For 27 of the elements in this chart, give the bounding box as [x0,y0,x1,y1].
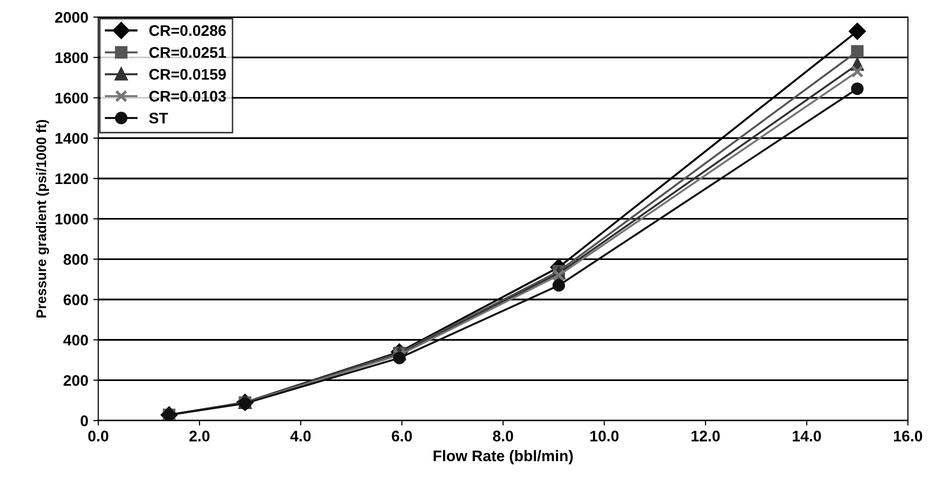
x-tick-label: 6.0 [392,430,412,442]
y-tick-label: 1800 [56,52,88,64]
legend-label: CR=0.0103 [149,90,226,102]
x-tick-label: 8.0 [492,430,514,442]
y-axis-title: Pressure gradient (psi/1000 ft) [36,120,50,318]
x-tick-label: 10.0 [590,430,619,442]
y-tick-label: 600 [64,294,88,306]
x-tick-label: 16.0 [894,430,922,442]
x-axis-title: Flow Rate (bbl/min) [434,450,573,464]
x-tick-label: 14.0 [792,430,821,442]
y-tick-label: 2000 [55,12,88,23]
legend-label: ST [149,112,168,124]
y-tick-label: 0 [80,415,88,426]
x-tick-label: 12.0 [692,430,720,442]
legend-label: CR=0.0251 [149,47,226,58]
y-tick-label: 1000 [56,214,88,225]
y-tick-label: 1200 [56,173,88,184]
y-tick-label: 200 [64,375,88,386]
x-tick-label: 0.0 [88,430,108,442]
x-tick-label: 2.0 [189,430,210,442]
y-tick-label: 800 [64,254,88,265]
legend-label: CR=0.0286 [149,25,226,36]
x-tick-label: 4.0 [290,430,311,442]
y-tick-label: 1600 [56,92,88,104]
y-tick-label: 1400 [56,133,88,144]
y-tick-label: 400 [63,334,88,346]
legend-label: CR=0.0159 [149,68,226,80]
